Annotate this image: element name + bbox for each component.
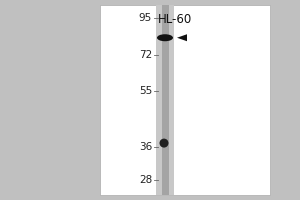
Text: 95: 95 xyxy=(139,13,152,23)
Text: HL-60: HL-60 xyxy=(158,13,192,26)
Text: 55: 55 xyxy=(139,86,152,96)
Bar xyxy=(161,5,169,195)
Bar xyxy=(100,5,270,195)
Bar xyxy=(156,5,174,195)
Text: 72: 72 xyxy=(139,50,152,60)
Ellipse shape xyxy=(157,34,173,41)
Circle shape xyxy=(160,139,169,148)
Text: 36: 36 xyxy=(139,142,152,152)
Polygon shape xyxy=(177,34,187,41)
Text: 28: 28 xyxy=(139,175,152,185)
